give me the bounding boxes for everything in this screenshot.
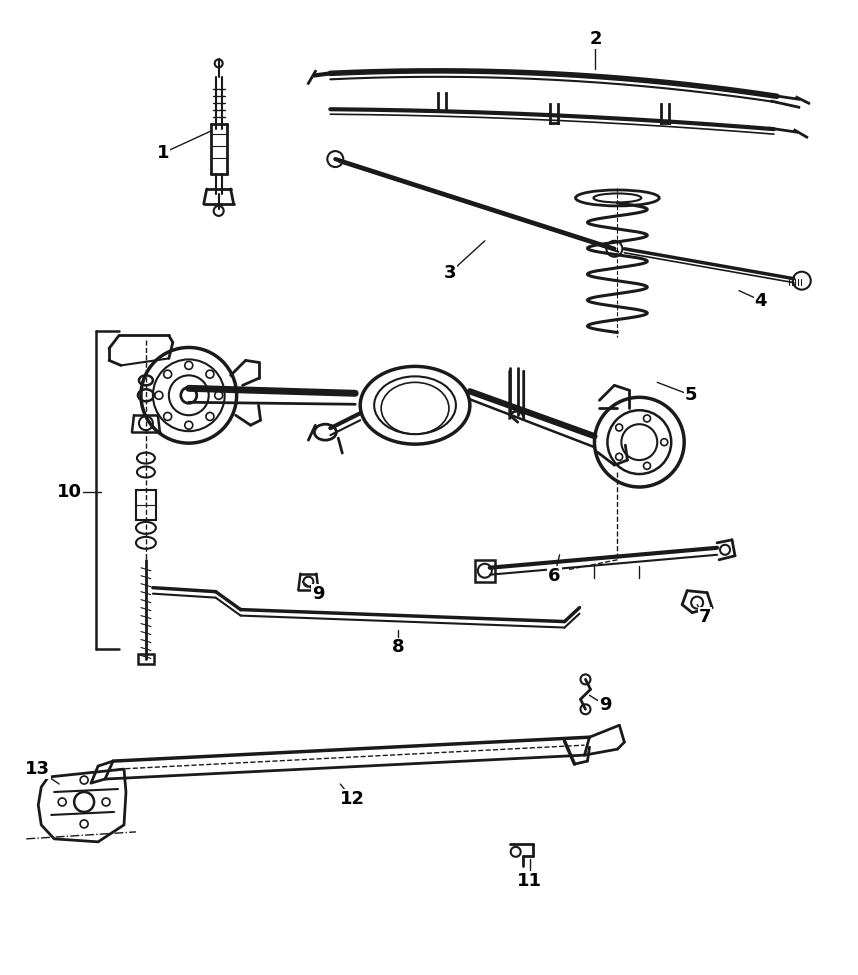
Text: 9: 9 (312, 585, 324, 603)
Text: 3: 3 (444, 263, 456, 282)
Bar (138, 654, 154, 664)
Text: 11: 11 (517, 872, 542, 890)
Text: 13: 13 (25, 760, 50, 778)
Text: 12: 12 (340, 790, 365, 808)
Bar (136, 490, 156, 520)
Text: 5: 5 (685, 386, 698, 405)
Text: 4: 4 (755, 292, 767, 310)
Circle shape (181, 387, 196, 404)
Text: 1: 1 (157, 144, 169, 162)
Text: 7: 7 (699, 607, 711, 626)
Text: 2: 2 (589, 30, 601, 49)
Bar (474, 560, 495, 582)
Text: 8: 8 (392, 639, 404, 656)
Text: 9: 9 (599, 696, 612, 715)
Text: 6: 6 (548, 566, 561, 585)
Text: 10: 10 (57, 483, 82, 501)
